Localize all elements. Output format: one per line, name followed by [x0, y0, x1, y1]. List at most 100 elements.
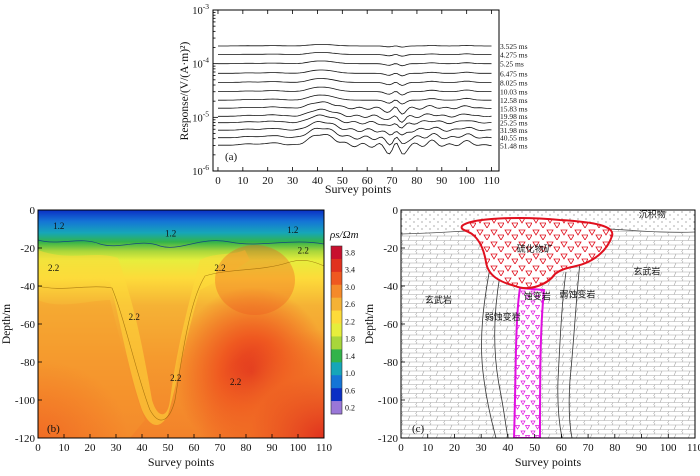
- chart-b: 1.2 1.2 1.2 2.2 2.2 2.2 2.2 2.2 2.2 0 10 20 30 40 50 6…: [1, 205, 359, 469]
- chart-c-x-tick-label: 110: [687, 442, 700, 454]
- chart-a-series-label: 19.98 ms: [500, 112, 528, 121]
- chart-b-x-tick-label: 70: [215, 442, 227, 454]
- chart-a-x-tick-label: 0: [215, 175, 221, 187]
- chart-b-x-tick-label: 20: [85, 442, 97, 454]
- chart-b-colorbar-tick-label: 1.4: [345, 352, 355, 361]
- chart-c-alteration-boundary-left-outer: [481, 267, 497, 438]
- chart-b-contour-label: 2.2: [170, 373, 181, 383]
- chart-c-y-tick-label: 0: [393, 205, 399, 217]
- chart-a-series-10-03-ms: [218, 86, 492, 96]
- chart-a-series-label: 6.475 ms: [500, 69, 528, 78]
- chart-b-lower-right-corner: [200, 330, 324, 438]
- chart-b-contour-label: 1.2: [165, 229, 176, 239]
- chart-b-contour-label: 2.2: [129, 312, 140, 322]
- chart-b-colorbar-tick-label: 3.0: [345, 283, 355, 292]
- chart-b-colorbar-tick-label: 0.6: [345, 386, 355, 395]
- chart-c-alteration-boundary-right-outer: [568, 261, 581, 438]
- chart-a-y-tick-label: 10-6: [192, 163, 209, 178]
- chart-b-x-tick-label: 50: [163, 442, 175, 454]
- chart-a-series-label: 8.025 ms: [500, 78, 528, 87]
- chart-a-series-label: 31.98 ms: [500, 126, 528, 135]
- chart-c-unit-label: 弱蚀变岩: [559, 288, 595, 299]
- chart-a-series-label: 25.25 ms: [500, 118, 528, 127]
- chart-b-colorbar-tick-label: 0.2: [345, 404, 355, 413]
- chart-a: 3.525 ms4.275 ms5.25 ms6.475 ms8.025 ms1…: [179, 2, 528, 196]
- chart-a-x-tick-label: 30: [287, 175, 299, 187]
- chart-a-series-label: 4.275 ms: [500, 51, 528, 60]
- chart-a-series-5-25-ms: [218, 60, 492, 67]
- chart-a-y-tick-label: 10-4: [192, 56, 209, 71]
- chart-b-contour-labels: 1.2 1.2 1.2 2.2 2.2 2.2 2.2 2.2 2.2: [48, 221, 309, 387]
- chart-c-y-label: Depth/m: [364, 304, 376, 344]
- chart-c-unit-label: 蚀变岩: [524, 290, 551, 301]
- chart-b-x-axis: 0 10 20 30 40 50 60 70 80 90 100 110: [35, 434, 333, 454]
- chart-a-y-tick-label: 10-5: [192, 109, 209, 124]
- chart-b-y-tick-label: 0: [30, 205, 36, 217]
- chart-b-colorbar-swatch: [331, 336, 342, 350]
- chart-b-panel-label: (b): [47, 423, 60, 435]
- chart-c-x-tick-label: 90: [636, 442, 648, 454]
- chart-c-x-tick-label: 20: [449, 442, 461, 454]
- chart-a-series-group: [218, 44, 492, 155]
- chart-b-colorbar-tick-label: 2.2: [345, 317, 355, 326]
- chart-b-contour-label: 2.2: [48, 263, 59, 273]
- chart-b-y-tick-label: -120: [15, 433, 36, 445]
- chart-b-colorbar-swatch: [331, 323, 342, 337]
- chart-c-x-tick-label: 0: [398, 442, 404, 454]
- chart-a-series-label: 15.83 ms: [500, 104, 528, 113]
- chart-b-colorbar-swatch: [331, 258, 342, 273]
- chart-a-x-tick-label: 20: [262, 175, 274, 187]
- chart-b-colorbar-swatch: [331, 375, 342, 389]
- chart-c-section: [401, 210, 695, 438]
- chart-c-x-tick-label: 80: [609, 442, 621, 454]
- chart-a-x-tick-label: 70: [387, 175, 399, 187]
- chart-a-series-label: 10.03 ms: [500, 88, 528, 97]
- chart-a-series-19-98-ms: [218, 108, 492, 123]
- chart-c-x-axis: 0 10 20 30 40 50 60 70 80 90 100 110: [398, 434, 700, 454]
- chart-b-upper-right-anomaly: [215, 245, 295, 315]
- chart-a-series-8-025-ms: [218, 78, 492, 86]
- chart-c-alteration-boundary-left-inner: [494, 274, 509, 438]
- chart-a-x-tick-label: 50: [337, 175, 349, 187]
- chart-b-colorbar-swatch: [331, 297, 342, 311]
- chart-b-contour-1p2: [38, 239, 324, 248]
- chart-b-colorbar-swatch: [331, 362, 342, 376]
- chart-c-unit-label: 玄武岩: [633, 266, 660, 277]
- chart-b-x-tick-label: 90: [267, 442, 279, 454]
- chart-b-colorbar-frame: [330, 245, 343, 415]
- chart-a-x-tick-label: 100: [458, 175, 475, 187]
- chart-c-altered-rock-pipe: [512, 286, 546, 438]
- chart-b-colorbar-swatch: [331, 388, 342, 402]
- chart-c-unit-label: 弱蚀变岩: [485, 311, 521, 322]
- chart-a-frame: [212, 9, 500, 172]
- chart-c-sulfide-ore-body: [460, 217, 614, 290]
- chart-a-x-tick-label: 90: [436, 175, 448, 187]
- chart-a-y-axis: 10-3 10-4 10-5 10-6: [192, 2, 218, 178]
- chart-b-colorbar-tick-label: 1.8: [345, 335, 355, 344]
- chart-c-unit-label: 硫化物矿: [517, 243, 553, 254]
- chart-a-x-tick-label: 10: [237, 175, 249, 187]
- chart-b-y-tick-label: -80: [20, 357, 35, 369]
- chart-c-unit-label: 玄武岩: [425, 294, 452, 305]
- chart-c-x-tick-label: 60: [556, 442, 568, 454]
- chart-b-colorbar-swatch: [331, 349, 342, 363]
- chart-b-x-tick-label: 110: [316, 442, 333, 454]
- chart-b-y-tick-label: -100: [15, 395, 36, 407]
- chart-c-y-axis: 0 -20 -40 -60 -80 -100 -120: [378, 205, 405, 445]
- chart-c-y-tick-label: -20: [383, 243, 398, 255]
- chart-b-y-tick-label: -40: [20, 281, 35, 293]
- chart-b-colorbar-swatch: [331, 271, 342, 286]
- chart-c-x-tick-label: 10: [422, 442, 434, 454]
- chart-b-colorbar: 3.8 3.4 3.0 2.6 2.2 1.8 1.4 1.0 0.6 0.2: [330, 245, 355, 415]
- chart-a-y-tick-label: 10-3: [192, 2, 209, 17]
- chart-a-legend-labels: 3.525 ms4.275 ms5.25 ms6.475 ms8.025 ms1…: [500, 42, 528, 151]
- chart-a-x-tick-label: 40: [312, 175, 324, 187]
- chart-c-x-tick-label: 100: [660, 442, 677, 454]
- chart-a-series-4-275-ms: [218, 52, 492, 57]
- chart-b-x-tick-label: 30: [111, 442, 123, 454]
- chart-b-x-tick-label: 10: [59, 442, 71, 454]
- chart-b-contour-label: 1.2: [287, 225, 298, 235]
